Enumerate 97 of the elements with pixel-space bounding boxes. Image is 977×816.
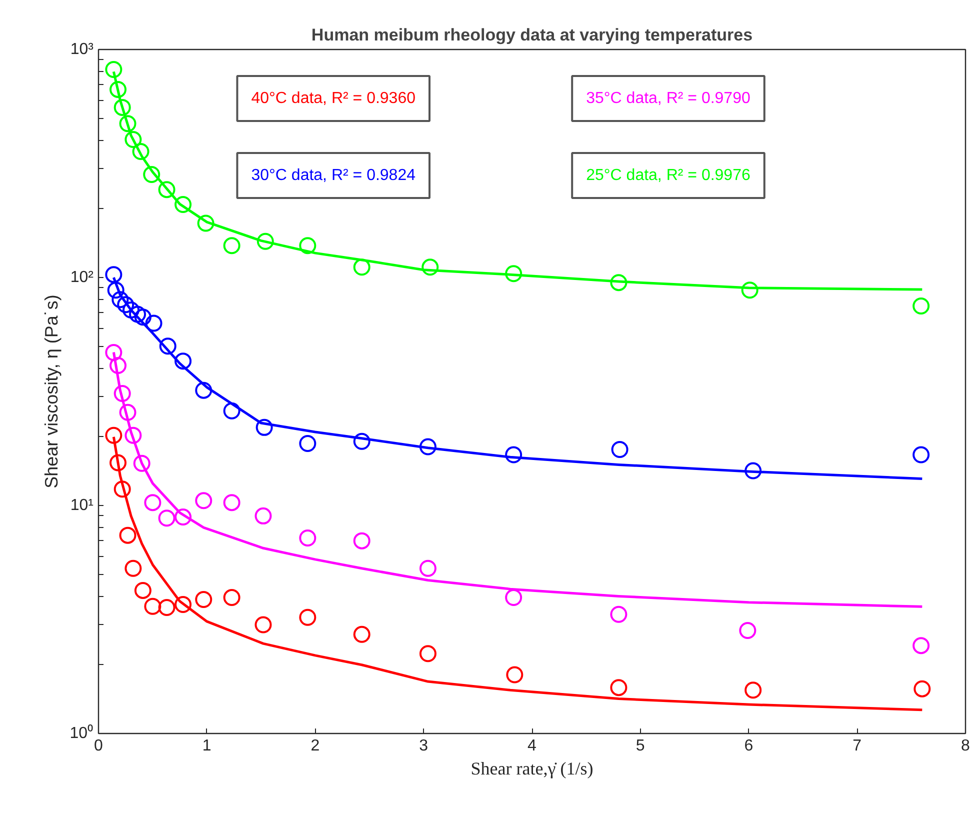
point [110, 357, 127, 374]
x-tick-label: 4 [528, 738, 537, 754]
point [353, 432, 370, 450]
point [119, 526, 136, 544]
point [353, 258, 370, 276]
x-tick-label: 1 [202, 738, 212, 754]
y-tick-label: 10² [70, 269, 94, 286]
point [114, 98, 131, 116]
point [299, 608, 316, 626]
point [419, 645, 436, 662]
point [422, 258, 439, 276]
point [254, 507, 272, 524]
point [174, 596, 192, 613]
point [505, 265, 522, 282]
x-tick-label: 2 [310, 738, 320, 754]
point [124, 560, 142, 577]
point [114, 384, 131, 402]
point [912, 298, 930, 314]
point [353, 626, 370, 643]
x-axis-title: Shear rate,γ̇ (1/s) [470, 758, 594, 778]
point [195, 591, 212, 608]
point [223, 402, 240, 420]
point [122, 302, 140, 319]
point [129, 306, 146, 323]
point [744, 682, 762, 699]
point [197, 214, 214, 232]
point [739, 622, 756, 639]
point [419, 438, 436, 456]
x-tick-label: 8 [961, 738, 970, 754]
point [353, 532, 370, 550]
point [124, 131, 142, 148]
x-tick-label: 0 [94, 738, 104, 754]
y-axis-title: Shear viscosity, η (Pa˙s) [42, 294, 62, 488]
point [256, 418, 273, 436]
text: 40°C data, R² = 0.9360 [251, 90, 416, 107]
point [105, 61, 122, 78]
point [110, 80, 127, 98]
point [110, 454, 127, 472]
point [505, 446, 522, 464]
point [610, 679, 628, 696]
point [506, 666, 524, 684]
point [299, 237, 316, 254]
point [610, 274, 628, 292]
point [144, 494, 162, 512]
point [223, 237, 240, 254]
point [174, 196, 192, 213]
point [134, 308, 152, 326]
point [611, 441, 628, 458]
text: 30°C data, R² = 0.9824 [251, 167, 416, 184]
point [505, 588, 522, 606]
point [105, 426, 122, 444]
point [254, 616, 272, 634]
point [133, 454, 150, 472]
point [119, 115, 136, 132]
point [174, 508, 192, 526]
point [159, 338, 176, 355]
point [145, 314, 162, 332]
text: 25°C data, R² = 0.9976 [586, 167, 750, 184]
point [144, 598, 162, 615]
point [610, 606, 628, 623]
point [174, 352, 192, 370]
text: 35°C data, R² = 0.9790 [586, 90, 750, 107]
point [256, 232, 274, 250]
point [143, 166, 160, 183]
point [912, 446, 930, 464]
point [119, 404, 136, 421]
chart-title: Human meibum rheology data at varying temperatures [311, 26, 753, 44]
point [117, 296, 134, 314]
y-tick-label: 10⁰ [70, 724, 94, 742]
point [912, 637, 930, 654]
point [195, 382, 212, 399]
point [107, 282, 124, 299]
point [114, 480, 131, 498]
point [105, 266, 122, 284]
point [158, 510, 176, 527]
point [105, 344, 122, 361]
y-tick-label: 10³ [70, 41, 94, 58]
point [112, 291, 129, 308]
x-tick-label: 3 [419, 738, 428, 754]
point [299, 435, 316, 452]
y-tick-label: 10¹ [70, 497, 94, 514]
point [158, 599, 176, 616]
point [124, 426, 142, 444]
point [741, 282, 758, 299]
point [419, 560, 436, 577]
x-tick-label: 7 [852, 738, 862, 754]
point [223, 588, 240, 606]
x-tick-label: 6 [744, 738, 754, 754]
point [195, 492, 212, 510]
point [299, 530, 316, 547]
point [223, 494, 240, 512]
point [158, 181, 176, 198]
x-tick-label: 5 [636, 738, 645, 754]
point [132, 143, 150, 160]
point [744, 462, 762, 480]
point [134, 582, 152, 599]
point [914, 680, 931, 698]
